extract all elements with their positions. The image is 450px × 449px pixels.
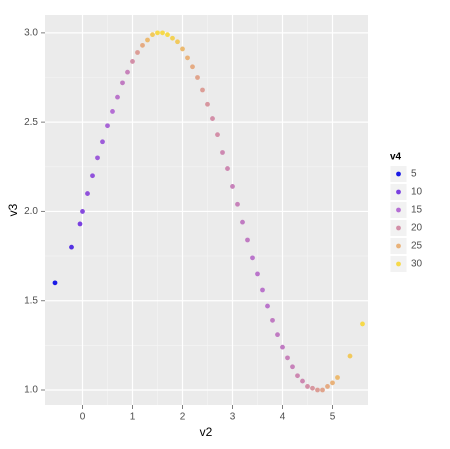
- point: [360, 321, 365, 327]
- point: [105, 123, 110, 129]
- x-tick-label: 4: [280, 412, 286, 423]
- point: [225, 166, 230, 171]
- point: [325, 384, 330, 389]
- legend-label: 20: [411, 223, 423, 234]
- point: [320, 387, 325, 393]
- point: [220, 150, 225, 155]
- legend-swatch: [396, 243, 401, 249]
- point: [145, 37, 150, 43]
- point: [185, 55, 190, 61]
- point: [85, 191, 90, 196]
- legend-swatch: [396, 189, 401, 195]
- point: [175, 39, 180, 45]
- point: [215, 132, 220, 138]
- point: [275, 332, 280, 338]
- legend-swatch: [396, 261, 401, 267]
- legend-label: 10: [411, 187, 423, 198]
- point: [52, 280, 58, 286]
- legend-swatch: [396, 207, 401, 213]
- y-tick-label: 3.0: [24, 27, 38, 38]
- legend-title: v4: [390, 152, 402, 163]
- point: [250, 255, 255, 261]
- point: [200, 87, 205, 93]
- point: [95, 155, 100, 161]
- x-tick-label: 1: [130, 412, 136, 423]
- point: [180, 46, 185, 52]
- y-tick-label: 1.0: [24, 385, 38, 396]
- point: [315, 387, 320, 393]
- legend-label: 25: [411, 241, 423, 252]
- point: [347, 353, 353, 359]
- x-tick-label: 3: [230, 412, 236, 423]
- point: [77, 221, 83, 227]
- point: [150, 32, 155, 38]
- point: [205, 101, 210, 107]
- point: [125, 69, 130, 75]
- point: [330, 380, 335, 386]
- point: [160, 30, 165, 36]
- x-tick-label: 5: [330, 412, 336, 423]
- point: [310, 385, 315, 391]
- point: [260, 287, 265, 293]
- point: [155, 30, 160, 36]
- legend-label: 5: [411, 169, 417, 180]
- x-axis-title: v2: [200, 425, 213, 439]
- point: [140, 42, 145, 48]
- x-tick-label: 0: [80, 412, 86, 423]
- legend-swatch: [396, 171, 401, 177]
- point: [80, 209, 85, 214]
- point: [280, 344, 285, 350]
- point: [210, 116, 215, 121]
- point: [120, 80, 125, 86]
- point: [305, 384, 310, 389]
- legend-label: 30: [411, 259, 423, 270]
- plot-panel: [45, 15, 368, 405]
- point: [295, 373, 300, 379]
- point: [90, 173, 95, 179]
- point: [190, 64, 195, 70]
- point: [135, 50, 140, 55]
- point: [270, 317, 275, 323]
- point: [165, 32, 170, 38]
- point: [115, 94, 120, 100]
- point: [240, 219, 245, 225]
- y-axis-title: v3: [6, 203, 20, 216]
- y-tick-label: 1.5: [24, 295, 38, 306]
- point: [335, 375, 340, 380]
- point: [230, 184, 235, 189]
- point: [290, 364, 295, 370]
- point: [100, 139, 105, 145]
- point: [300, 378, 305, 384]
- point: [69, 244, 74, 250]
- point: [265, 303, 270, 309]
- point: [195, 75, 200, 80]
- point: [255, 271, 260, 277]
- legend-swatch: [396, 225, 401, 231]
- point: [170, 35, 175, 41]
- x-tick-label: 2: [180, 412, 186, 423]
- point: [110, 109, 115, 114]
- legend-label: 15: [411, 205, 423, 216]
- point: [285, 355, 290, 361]
- point: [130, 59, 135, 64]
- y-tick-label: 2.5: [24, 117, 38, 128]
- point: [235, 201, 240, 207]
- point: [245, 237, 250, 243]
- y-tick-label: 2.0: [24, 206, 38, 217]
